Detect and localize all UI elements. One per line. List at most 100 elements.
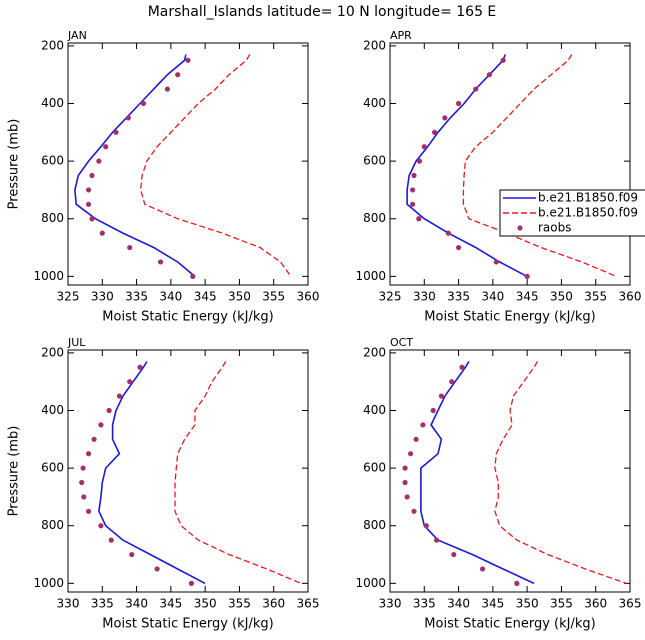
raobs-point [421, 144, 427, 150]
x-tick-label: 330 [413, 290, 436, 304]
raobs-point [81, 494, 87, 500]
x-axis-label: Moist Static Energy (kJ/kg) [102, 310, 273, 325]
raobs-point [85, 201, 92, 207]
raobs-point [190, 273, 196, 279]
panel: OCT 330 335 340 345 350 355 360 365 200 400 600 800 1… [355, 336, 641, 632]
raobs-point [127, 379, 133, 385]
y-tick-label: 1000 [33, 576, 64, 590]
x-axis-label: Moist Static Energy (kJ/kg) [102, 617, 273, 632]
y-axis-label: Pressure (mb) [7, 426, 22, 517]
y-tick-label: 600 [41, 461, 64, 475]
y-tick-label: 800 [363, 211, 386, 225]
profile-line [420, 361, 535, 585]
y-tick-label: 200 [41, 38, 64, 52]
x-tick-label: 345 [194, 290, 217, 304]
x-tick-label: 345 [159, 597, 182, 611]
x-tick-label: 340 [159, 290, 182, 304]
y-tick-label: 800 [41, 211, 64, 225]
raobs-point [96, 158, 102, 164]
y-tick-label: 600 [41, 154, 64, 168]
raobs-point [188, 580, 195, 586]
x-tick-label: 360 [619, 290, 642, 304]
plot-area [79, 361, 302, 586]
raobs-point [434, 537, 440, 543]
raobs-point [98, 422, 104, 428]
raobs-point [85, 451, 92, 457]
x-tick-label: 365 [297, 597, 320, 611]
raobs-point [99, 230, 105, 236]
panel-title: JUL [67, 336, 86, 349]
x-tick-label: 335 [125, 290, 148, 304]
x-tick-label: 350 [194, 597, 217, 611]
raobs-point [127, 244, 133, 251]
y-tick-label: 400 [363, 403, 386, 417]
x-tick-label: 350 [550, 290, 573, 304]
panel-title: OCT [390, 336, 413, 349]
raobs-point [486, 72, 493, 78]
raobs-point [416, 216, 422, 222]
raobs-point [410, 201, 416, 207]
raobs-point [431, 129, 438, 135]
y-tick-label: 200 [363, 345, 386, 359]
raobs-point [103, 144, 109, 150]
raobs-point [129, 551, 135, 558]
raobs-point [185, 57, 191, 63]
raobs-point [85, 187, 92, 193]
raobs-point [140, 100, 147, 107]
profile-line [74, 54, 196, 278]
x-tick-label: 350 [228, 290, 251, 304]
y-tick-label: 200 [41, 345, 64, 359]
raobs-point [157, 259, 164, 265]
raobs-point [514, 580, 520, 586]
raobs-point [423, 523, 429, 529]
raobs-point [524, 273, 530, 279]
profile-line [174, 361, 302, 584]
x-tick-label: 355 [550, 597, 573, 611]
x-tick-label: 360 [297, 290, 320, 304]
y-tick-label: 200 [363, 38, 386, 52]
raobs-point [89, 172, 95, 179]
profile-line [140, 54, 292, 277]
x-tick-label: 330 [57, 597, 80, 611]
raobs-point [459, 364, 465, 370]
raobs-point [402, 465, 408, 471]
y-tick-label: 1000 [33, 269, 64, 283]
raobs-point [98, 523, 104, 529]
profile-line [494, 361, 627, 585]
profile-line [462, 54, 617, 277]
raobs-point [438, 393, 445, 399]
plot-frame [67, 42, 309, 286]
y-tick-label: 400 [41, 403, 64, 417]
x-tick-label: 340 [447, 597, 470, 611]
y-tick-label: 400 [41, 96, 64, 110]
y-tick-label: 1000 [355, 576, 386, 590]
x-tick-label: 340 [481, 290, 504, 304]
raobs-point [430, 407, 436, 414]
raobs-point [411, 508, 417, 514]
y-axis-label: Pressure (mb) [7, 119, 22, 210]
raobs-point [85, 508, 92, 514]
panel-title: APR [390, 29, 412, 42]
raobs-point [479, 566, 486, 572]
raobs-point [413, 436, 419, 442]
y-tick-label: 1000 [355, 269, 386, 283]
raobs-point [125, 115, 131, 121]
plot-frame [389, 349, 631, 593]
raobs-point [80, 465, 86, 471]
plot-area [402, 361, 627, 586]
x-tick-label: 345 [481, 597, 504, 611]
x-tick-label: 340 [125, 597, 148, 611]
panel: APR 325 330 335 340 345 350 355 360 200 400 600 800 1… [355, 29, 645, 325]
x-tick-label: 360 [262, 597, 285, 611]
raobs-point [108, 537, 114, 543]
x-axis-label: Moist Static Energy (kJ/kg) [424, 310, 595, 325]
x-tick-label: 360 [584, 597, 607, 611]
legend-label: b.e21.B1850.f09 [538, 191, 638, 205]
x-tick-label: 325 [57, 290, 80, 304]
raobs-point [473, 86, 479, 92]
raobs-point [420, 422, 426, 428]
raobs-point [79, 479, 85, 486]
y-tick-label: 400 [363, 96, 386, 110]
raobs-point [113, 129, 119, 135]
